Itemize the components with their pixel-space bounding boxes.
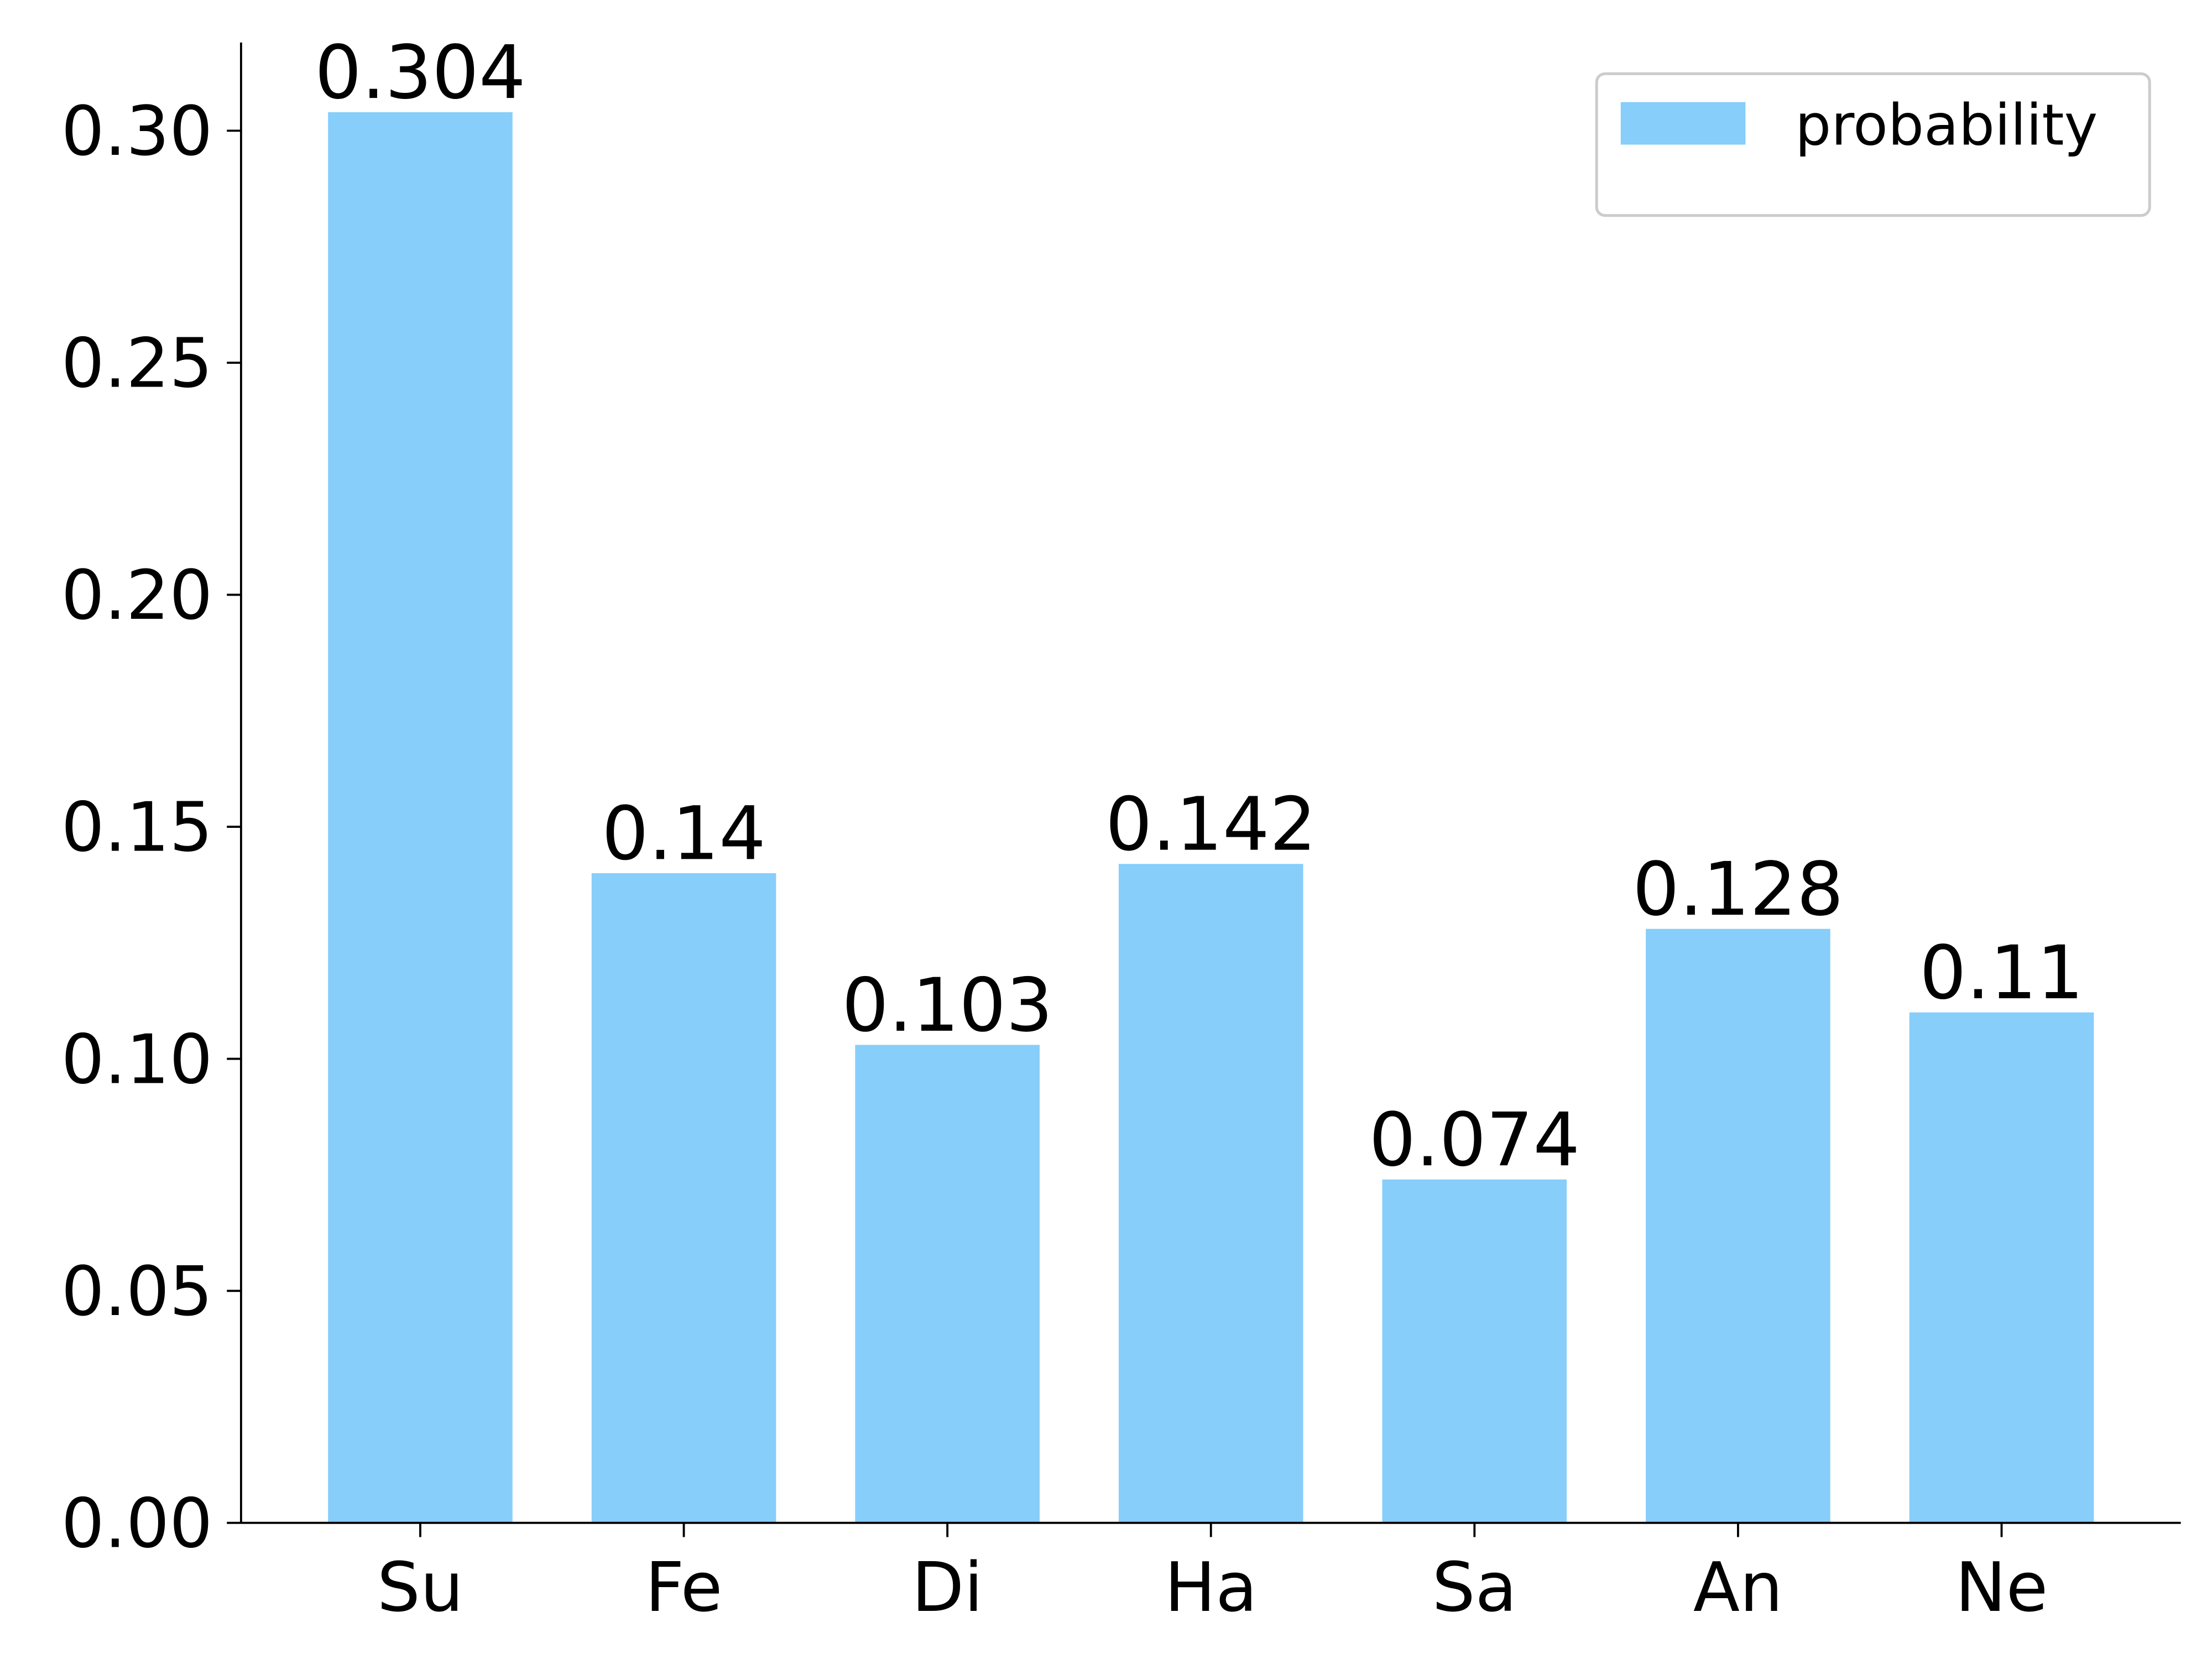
x-tick-label: Fe: [645, 1548, 723, 1627]
value-label: 0.11: [1919, 930, 2084, 1016]
value-label: 0.142: [1105, 782, 1317, 868]
x-tick-label: Di: [912, 1548, 983, 1627]
legend-label: probability: [1795, 93, 2098, 159]
value-label: 0.128: [1632, 847, 1844, 932]
legend: probability: [1595, 72, 2151, 217]
bar: [1909, 1012, 2094, 1523]
bar: [328, 112, 513, 1523]
bar: [855, 1045, 1040, 1523]
y-tick-label: 0.30: [61, 92, 213, 171]
bar: [1118, 864, 1303, 1523]
y-tick-label: 0.25: [61, 325, 213, 404]
bar: [1382, 1179, 1567, 1523]
x-tick-label: Sa: [1432, 1548, 1517, 1627]
bar: [591, 873, 776, 1523]
legend-swatch: [1620, 102, 1746, 145]
x-tick-label: An: [1693, 1548, 1783, 1627]
value-label: 0.103: [842, 963, 1053, 1048]
y-tick-label: 0.00: [61, 1484, 213, 1563]
bar: [1646, 928, 1830, 1523]
value-label: 0.304: [315, 30, 526, 116]
x-tick-label: Ne: [1955, 1548, 2048, 1627]
y-tick-label: 0.10: [61, 1020, 213, 1099]
value-label: 0.14: [602, 791, 766, 877]
x-tick-label: Su: [377, 1548, 463, 1627]
value-label: 0.074: [1369, 1097, 1580, 1183]
y-tick-label: 0.05: [61, 1253, 213, 1332]
y-tick-label: 0.15: [61, 789, 213, 868]
x-tick-label: Ha: [1165, 1548, 1258, 1627]
y-tick-label: 0.20: [61, 556, 213, 635]
